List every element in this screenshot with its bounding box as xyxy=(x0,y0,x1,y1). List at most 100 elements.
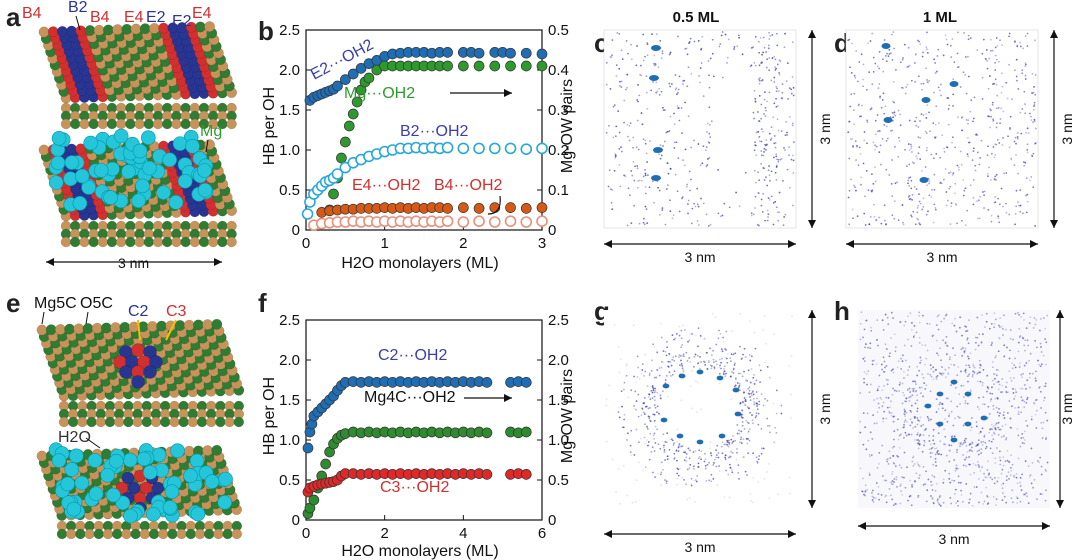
density-speck xyxy=(932,366,935,369)
density-speck xyxy=(945,204,948,207)
density-speck xyxy=(758,135,761,138)
density-speck xyxy=(739,402,742,405)
cluster-atom xyxy=(131,343,145,357)
density-speck xyxy=(905,86,908,88)
density-speck xyxy=(999,428,1002,431)
density-speck xyxy=(720,348,723,351)
density-speck xyxy=(935,105,938,108)
density-speck xyxy=(1021,399,1023,402)
density-speck xyxy=(637,441,640,444)
density-speck xyxy=(708,132,711,135)
density-speck xyxy=(948,460,951,463)
density-speck xyxy=(924,166,927,168)
density-speck xyxy=(851,137,854,140)
density-speck xyxy=(997,380,1000,383)
density-speck xyxy=(776,87,779,90)
density-speck xyxy=(924,441,926,444)
density-speck xyxy=(680,107,683,109)
chart-b-point-series-3 xyxy=(442,203,453,214)
slab-side-atom xyxy=(180,118,191,130)
water-molecule xyxy=(136,451,152,467)
density-speck xyxy=(653,395,656,398)
density-speck xyxy=(971,441,974,444)
density-speck xyxy=(784,32,786,35)
density-speck xyxy=(1042,399,1045,402)
density-speck xyxy=(790,158,793,161)
chart-f-y2tick-label: 2.5 xyxy=(548,312,569,329)
density-speck xyxy=(901,204,904,207)
density-speck xyxy=(637,393,640,396)
density-speck xyxy=(910,214,912,217)
density-speck xyxy=(909,479,912,482)
density-speck xyxy=(907,182,909,185)
density-speck xyxy=(998,414,1000,417)
density-speck xyxy=(909,494,912,497)
density-speck xyxy=(681,344,684,346)
water-molecule xyxy=(50,155,66,171)
density-speck xyxy=(672,444,675,446)
density-speck xyxy=(767,462,770,465)
density-speck xyxy=(743,347,746,350)
density-speck xyxy=(884,495,887,498)
density-speck xyxy=(724,456,727,459)
density-speck xyxy=(775,389,778,392)
density-speck xyxy=(1015,154,1017,156)
density-speck xyxy=(994,373,996,375)
density-speck xyxy=(653,201,655,204)
density-speck xyxy=(730,451,732,453)
density-speck xyxy=(988,166,990,169)
density-speck xyxy=(931,446,934,449)
density-speck xyxy=(888,355,891,358)
density-speck xyxy=(1023,442,1026,445)
density-speck xyxy=(1031,461,1034,464)
map-g-density xyxy=(605,312,793,505)
density-speck xyxy=(979,195,981,198)
density-speck xyxy=(682,83,684,85)
density-speck xyxy=(1012,392,1015,394)
density-speck xyxy=(873,215,876,218)
chart-b-point-series-3 xyxy=(473,203,485,214)
density-speck xyxy=(956,164,959,167)
density-speck xyxy=(892,116,895,119)
density-speck xyxy=(1009,466,1012,469)
density-speck xyxy=(676,472,679,475)
density-speck xyxy=(714,316,717,319)
map-h-height-label: 3 nm xyxy=(1059,393,1075,424)
water-position xyxy=(883,117,893,123)
slab-side-atom xyxy=(93,528,105,540)
density-speck xyxy=(642,33,645,36)
density-speck xyxy=(1040,351,1043,353)
density-speck xyxy=(772,156,775,159)
density-speck xyxy=(775,431,778,434)
chart-b-point-series-1 xyxy=(336,152,347,164)
density-speck xyxy=(676,105,679,107)
density-speck xyxy=(669,167,672,170)
density-speck xyxy=(669,199,671,202)
density-speck xyxy=(935,339,938,342)
density-speck xyxy=(689,189,691,192)
density-speck xyxy=(1039,493,1042,495)
density-speck xyxy=(876,411,879,414)
slab-side-atom xyxy=(194,528,206,540)
density-speck xyxy=(950,205,953,208)
density-speck xyxy=(900,466,903,469)
density-speck xyxy=(944,342,947,345)
density-speck xyxy=(994,462,997,464)
density-speck xyxy=(885,223,887,226)
density-speck xyxy=(910,215,913,218)
density-speck xyxy=(964,402,967,404)
density-speck xyxy=(1039,329,1041,332)
map-d-width-bar xyxy=(846,240,1038,248)
density-speck xyxy=(1001,384,1004,387)
density-speck xyxy=(667,360,670,363)
density-speck xyxy=(921,386,923,389)
water-molecule xyxy=(170,443,185,459)
density-speck xyxy=(1038,363,1041,366)
density-speck xyxy=(660,484,663,487)
density-speck xyxy=(957,366,960,368)
density-speck xyxy=(684,329,686,331)
density-speck xyxy=(983,435,986,438)
density-speck xyxy=(942,372,945,375)
density-speck xyxy=(644,139,647,142)
density-speck xyxy=(660,471,663,474)
